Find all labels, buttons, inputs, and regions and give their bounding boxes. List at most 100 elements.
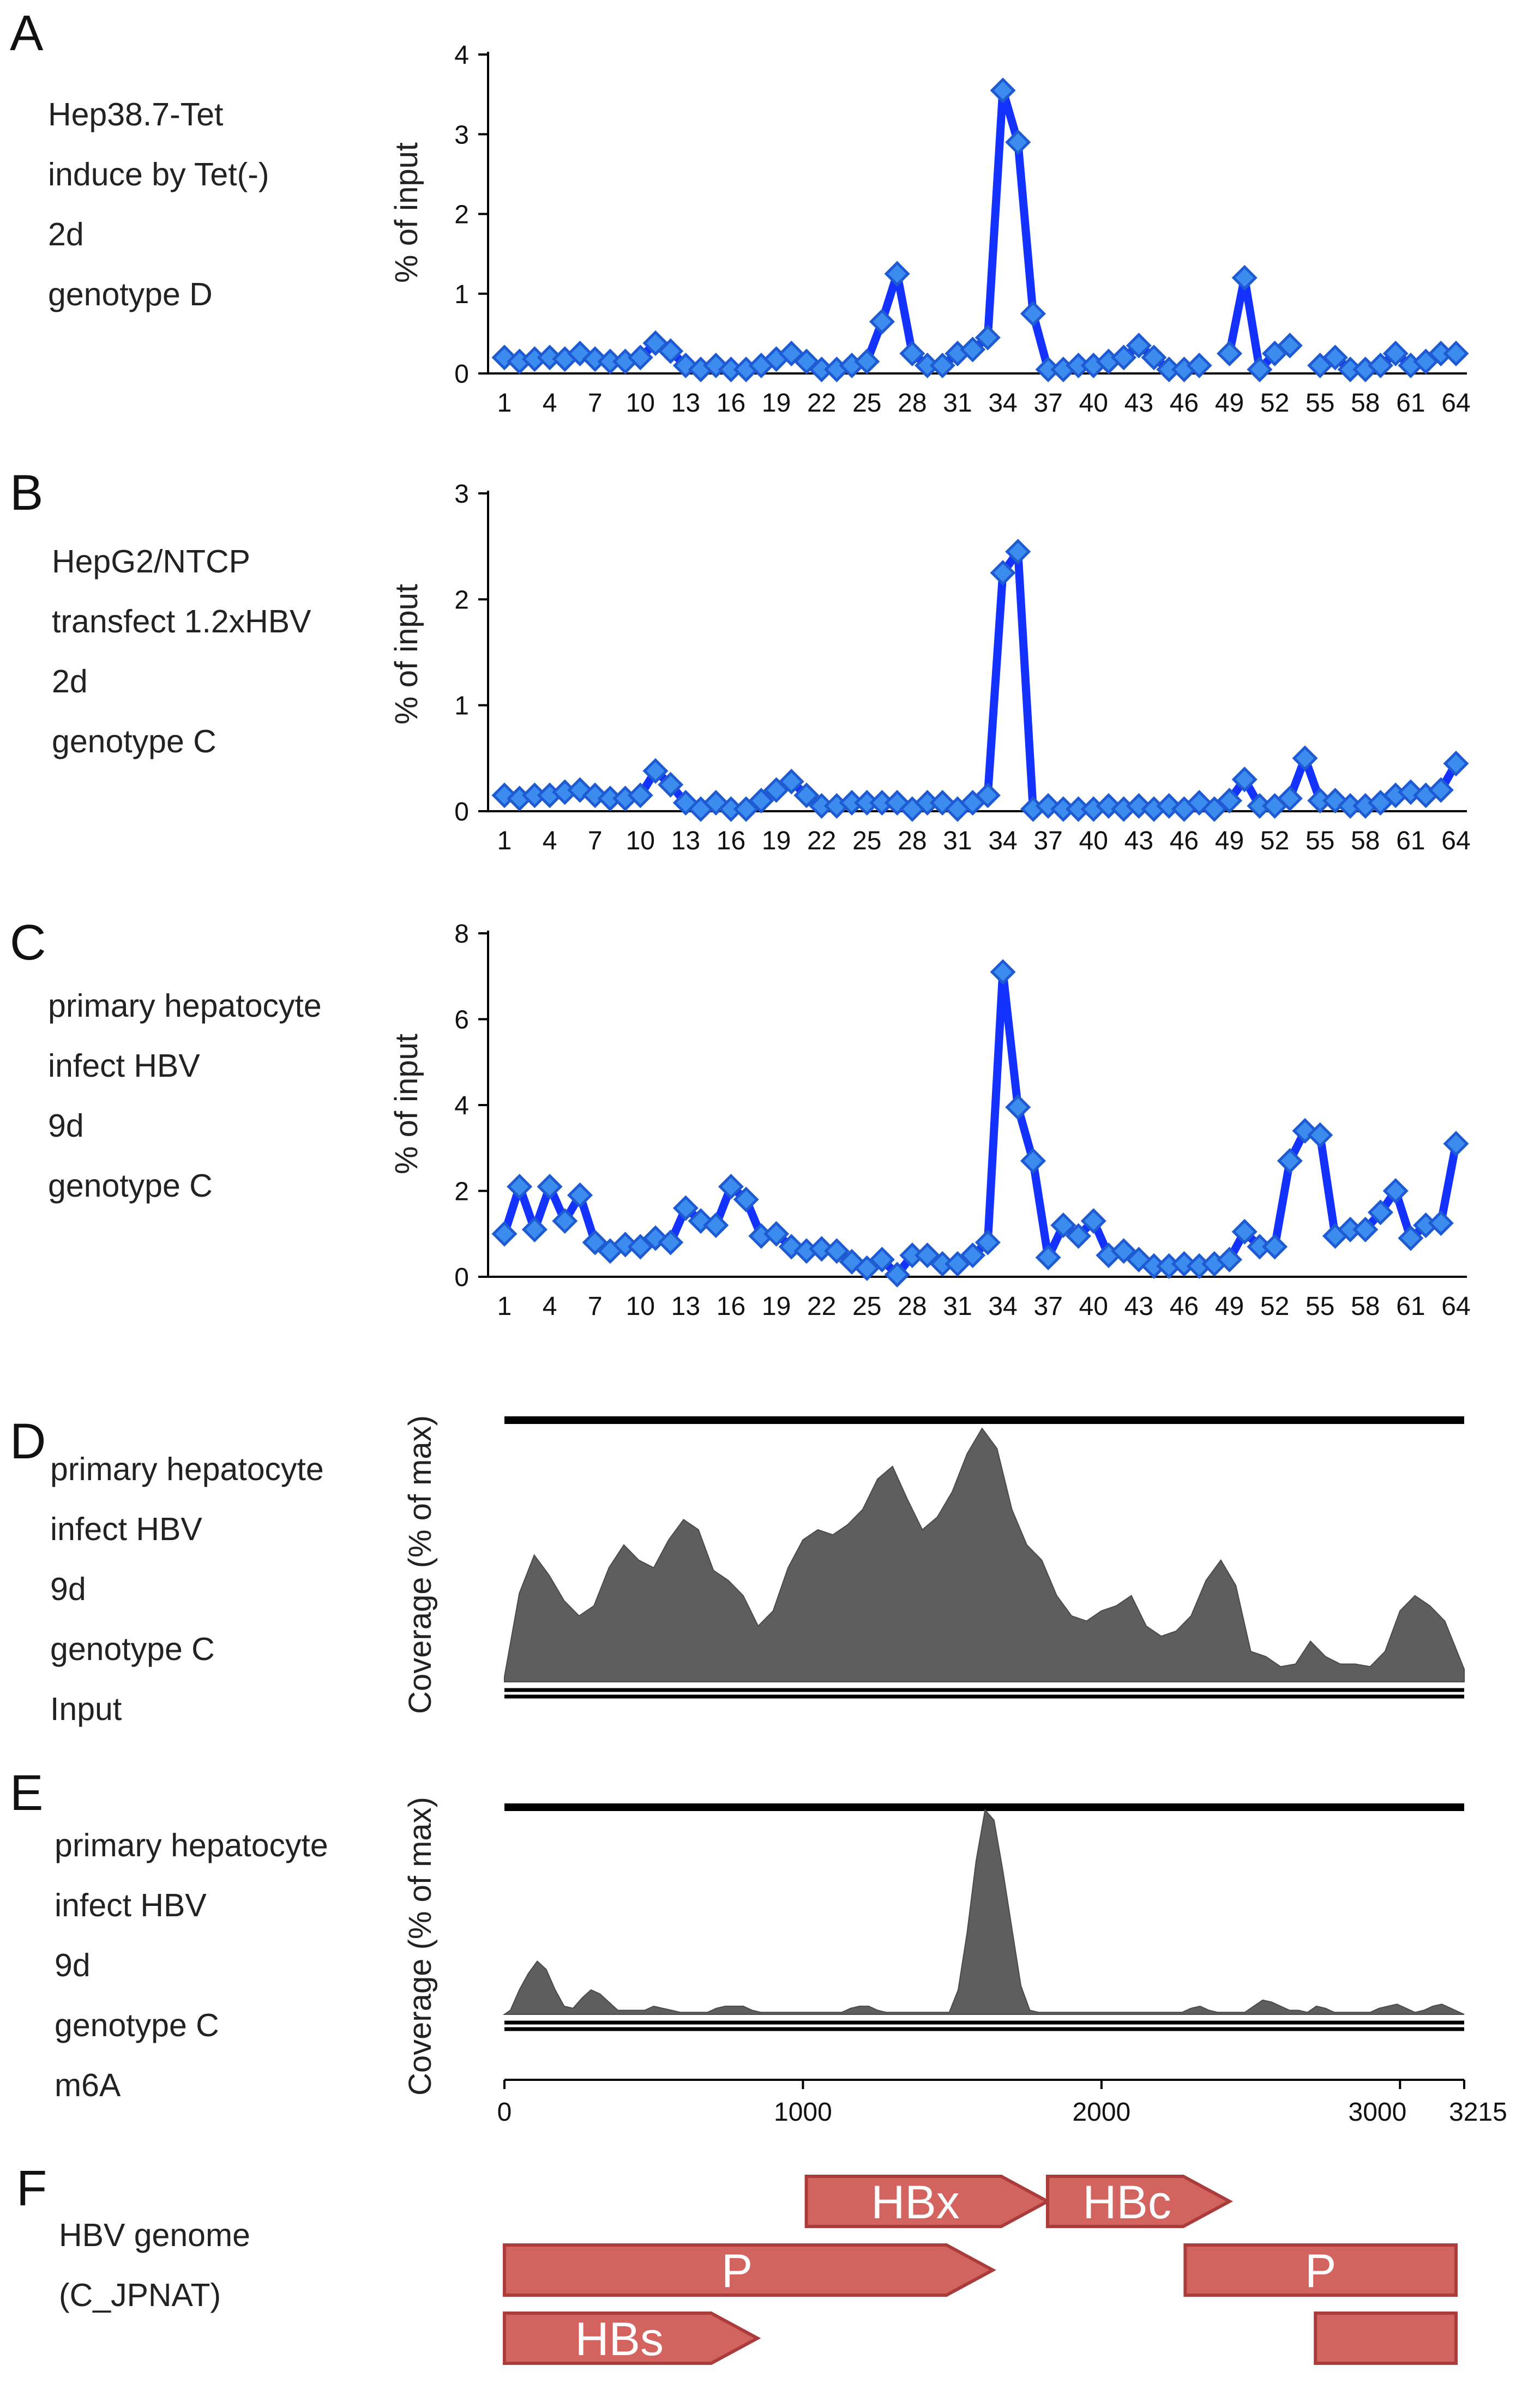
data-point xyxy=(869,1246,895,1273)
y-tick-label: 1 xyxy=(454,692,469,721)
data-point xyxy=(1066,1223,1092,1249)
chart-d: Coverage (% of max) xyxy=(402,1415,1465,1714)
x-tick-label: 31 xyxy=(943,389,972,418)
coverage-area xyxy=(504,1427,1465,1682)
data-point xyxy=(1398,1225,1424,1251)
x-tick-label: 4 xyxy=(543,826,557,855)
data-point xyxy=(1428,1210,1454,1236)
gene-arrow xyxy=(1183,2243,1458,2297)
data-point xyxy=(884,261,910,287)
data-point xyxy=(1277,1148,1303,1174)
y-axis-title: Coverage (% of max) xyxy=(402,1797,438,2096)
data-point xyxy=(537,1174,563,1200)
x-tick-label: 2000 xyxy=(1072,2098,1130,2127)
data-point xyxy=(491,1221,518,1247)
x-tick-label: 37 xyxy=(1033,826,1062,855)
genome-map: HBx HBc P P HBs xyxy=(503,2175,1458,2365)
data-point xyxy=(974,1229,1001,1256)
data-point xyxy=(703,1212,729,1239)
data-point xyxy=(1231,264,1258,291)
data-point xyxy=(1005,539,1031,565)
description-line: 2d xyxy=(48,216,84,252)
panel-label: A xyxy=(10,5,44,61)
x-tick-label: 34 xyxy=(988,826,1017,855)
description-line: m6A xyxy=(55,2067,121,2103)
x-tick-label: 37 xyxy=(1033,389,1062,418)
x-tick-label: 52 xyxy=(1260,826,1289,855)
x-tick-label: 49 xyxy=(1215,826,1244,855)
y-tick-label: 3 xyxy=(454,480,469,509)
x-tick-label: 16 xyxy=(717,826,745,855)
x-tick-label: 43 xyxy=(1124,826,1153,855)
description-line: primary hepatocyte xyxy=(48,988,322,1024)
x-tick-label: 37 xyxy=(1033,1292,1062,1321)
y-tick-label: 0 xyxy=(454,798,469,826)
x-tick-label: 25 xyxy=(852,1292,881,1321)
y-tick-label: 1 xyxy=(454,280,469,309)
y-tick-label: 8 xyxy=(454,920,469,949)
data-point xyxy=(748,788,774,814)
x-tick-label: 13 xyxy=(671,389,700,418)
description-line: 9d xyxy=(48,1108,84,1144)
x-tick-label: 34 xyxy=(988,1292,1017,1321)
description-line: genotype C xyxy=(52,723,216,759)
description-line: Input xyxy=(50,1691,122,1727)
gene-arrow xyxy=(804,2175,1051,2228)
data-point xyxy=(658,338,684,364)
data-point xyxy=(1443,340,1469,366)
x-tick-label: 13 xyxy=(671,826,700,855)
x-tick-label: 61 xyxy=(1396,826,1425,855)
gene-label: HBx xyxy=(871,2176,959,2229)
data-point xyxy=(1111,345,1137,371)
y-axis-title: % of input xyxy=(389,1034,424,1174)
x-tick-label: 55 xyxy=(1306,389,1334,418)
description-line: genotype C xyxy=(48,1168,213,1204)
x-tick-label: 19 xyxy=(762,1292,791,1321)
data-point xyxy=(823,1238,850,1264)
x-tick-label: 25 xyxy=(852,389,881,418)
description-line: 9d xyxy=(55,1947,91,1983)
x-tick-label: 7 xyxy=(588,826,603,855)
x-tick-label: 22 xyxy=(807,1292,836,1321)
data-point xyxy=(552,1208,578,1234)
panel-c-text: C primary hepatocyte infect HBV 9d genot… xyxy=(10,915,322,1204)
x-tick-label: 55 xyxy=(1306,826,1334,855)
x-tick-label: 64 xyxy=(1441,389,1470,418)
x-tick-label: 64 xyxy=(1441,826,1470,855)
description-line: transfect 1.2xHBV xyxy=(52,603,311,639)
description-line: infect HBV xyxy=(50,1511,202,1547)
data-point xyxy=(672,1195,699,1221)
gene-arrow xyxy=(503,2312,761,2365)
series-line xyxy=(500,968,1460,1279)
y-tick-label: 0 xyxy=(454,1263,469,1292)
x-tick-label: 1 xyxy=(497,389,512,418)
y-axis-title: % of input xyxy=(389,584,424,725)
x-tick-label: 46 xyxy=(1170,826,1199,855)
series-line xyxy=(500,86,1204,374)
x-tick-label: 3000 xyxy=(1349,2098,1407,2127)
gene-arrow xyxy=(1045,2175,1234,2228)
description-line: genotype D xyxy=(48,276,213,312)
y-tick-label: 3 xyxy=(454,120,469,149)
data-point xyxy=(1035,1245,1061,1271)
data-point xyxy=(960,336,986,363)
data-point xyxy=(1231,1218,1258,1245)
data-point xyxy=(627,345,653,371)
x-tick-label: 13 xyxy=(671,1292,700,1321)
x-tick-label: 40 xyxy=(1079,1292,1108,1321)
x-tick-label: 10 xyxy=(626,389,655,418)
x-tick-label: 49 xyxy=(1215,389,1244,418)
data-point xyxy=(854,348,880,375)
data-point xyxy=(627,782,653,808)
x-tick-label: 64 xyxy=(1441,1292,1470,1321)
x-tick-label: 0 xyxy=(497,2098,512,2127)
y-tick-label: 0 xyxy=(454,360,469,389)
description-line: infect HBV xyxy=(55,1887,207,1923)
x-tick-label: 28 xyxy=(898,389,927,418)
x-tick-label: 61 xyxy=(1396,389,1425,418)
data-point xyxy=(899,340,925,366)
x-tick-label: 31 xyxy=(943,826,972,855)
x-tick-label: 10 xyxy=(626,1292,655,1321)
